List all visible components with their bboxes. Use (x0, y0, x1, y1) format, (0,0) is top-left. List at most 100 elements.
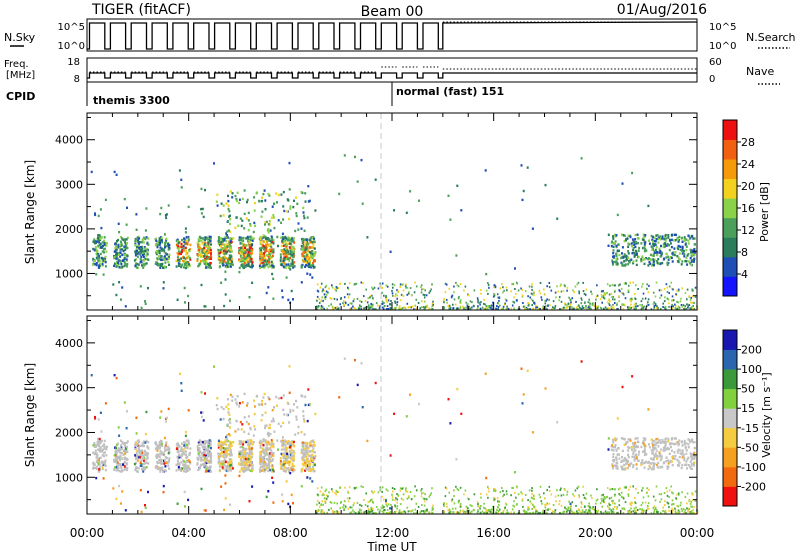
scatter-cell (651, 248, 654, 251)
scatter-cell (248, 464, 251, 467)
scatter-cell (231, 395, 234, 398)
scatter-cell (186, 242, 189, 246)
scatter-cell (614, 260, 616, 264)
scatter-cell (217, 457, 220, 460)
scatter-cell (656, 305, 658, 308)
scatter-cell (180, 186, 183, 189)
scatter-cell (242, 462, 245, 465)
scatter-cell (251, 261, 254, 264)
scatter-cell (160, 254, 162, 258)
scatter-cell (144, 451, 147, 454)
scatter-cell (580, 157, 583, 160)
scatter-cell (280, 244, 283, 248)
scatter-cell (627, 308, 630, 311)
scatter-cell (262, 458, 265, 461)
scatter-cell (115, 465, 118, 469)
scatter-cell (124, 452, 127, 455)
scatter-cell (604, 510, 607, 513)
scatter-cell (595, 298, 597, 301)
scatter-cell (198, 239, 201, 242)
scatter-cell (671, 260, 674, 263)
scatter-cell (290, 493, 293, 497)
scatter-cell (651, 254, 654, 257)
scatter-cell (458, 499, 460, 502)
scatter-cell (165, 469, 167, 473)
scatter-cell (693, 253, 696, 256)
scatter-cell (306, 457, 308, 460)
scatter-cell (568, 296, 570, 299)
colorbar-tick-label: 4 (741, 268, 748, 281)
scatter-cell (272, 297, 275, 300)
scatter-cell (224, 454, 227, 457)
scatter-cell (200, 240, 203, 243)
scatter-cell (383, 294, 385, 297)
scatter-cell (104, 402, 107, 405)
scatter-cell (182, 448, 185, 451)
scatter-cell (302, 410, 305, 413)
scatter-cell (180, 265, 183, 269)
scatter-cell (311, 459, 314, 462)
scatter-cell (696, 512, 699, 515)
scatter-cell (119, 251, 122, 254)
scatter-cell (560, 308, 562, 311)
scatter-cell (101, 444, 104, 448)
scatter-cell (460, 209, 463, 212)
scatter-cell (167, 461, 170, 464)
scatter-cell (282, 421, 285, 425)
scatter-cell (266, 249, 269, 252)
scatter-cell (468, 509, 470, 512)
scatter-cell (244, 245, 247, 248)
scatter-cell (134, 244, 137, 247)
scatter-cell (647, 303, 650, 306)
scatter-cell (165, 237, 168, 241)
scatter-cell (120, 444, 122, 447)
scatter-cell (362, 308, 365, 311)
scatter-cell (320, 307, 322, 310)
scatter-cell (253, 425, 256, 428)
scatter-cell (268, 462, 271, 465)
scatter-cell (202, 242, 204, 245)
scatter-cell (196, 445, 199, 448)
scatter-cell (612, 245, 615, 248)
scatter-cell (648, 284, 650, 287)
scatter-cell (690, 301, 692, 304)
scatter-cell (643, 509, 645, 512)
scatter-cell (227, 194, 229, 198)
scatter-cell (163, 447, 166, 450)
scatter-cell (293, 403, 295, 406)
scatter-cell (379, 285, 381, 288)
scatter-cell (302, 453, 305, 456)
scatter-cell (323, 293, 326, 296)
scatter-cell (309, 462, 312, 466)
scatter-cell (480, 496, 482, 499)
scatter-cell (162, 452, 165, 455)
scatter-cell (180, 447, 183, 451)
nsky-panel (86, 18, 698, 52)
scatter-cell (277, 397, 280, 400)
scatter-cell (674, 239, 677, 242)
scatter-cell (144, 237, 147, 241)
scatter-cell (247, 229, 250, 232)
scatter-cell (202, 462, 205, 466)
scatter-cell (573, 291, 576, 294)
scatter-cell (325, 284, 328, 287)
scatter-cell (243, 255, 246, 258)
scatter-cell (287, 250, 290, 253)
scatter-cell (223, 442, 226, 446)
scatter-cell (467, 303, 469, 306)
scatter-cell (226, 462, 229, 465)
scatter-cell (446, 301, 448, 304)
scatter-cell (541, 298, 543, 301)
scatter-cell (313, 463, 316, 467)
scatter-cell (631, 244, 633, 248)
scatter-cell (680, 236, 683, 240)
scatter-cell (242, 443, 245, 446)
scatter-cell (685, 256, 688, 259)
scatter-cell (144, 302, 147, 305)
colorbar-tick-label: 20 (741, 180, 755, 193)
scatter-cell (589, 302, 591, 305)
scatter-cell (285, 263, 288, 266)
scatter-cell (653, 236, 656, 239)
scatter-cell (208, 442, 211, 445)
scatter-cell (656, 253, 659, 257)
